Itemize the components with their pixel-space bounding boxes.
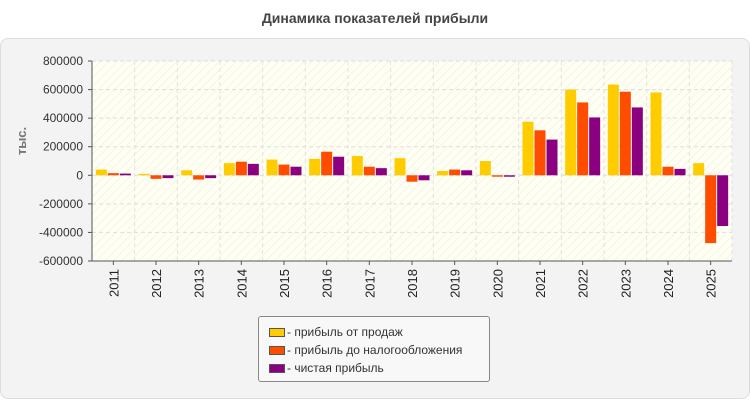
- legend-label-pretax-profit: - прибыль до налогообложения: [287, 343, 463, 357]
- bar: [717, 175, 729, 226]
- bar: [534, 130, 546, 176]
- y-axis-label: тыс.: [14, 127, 29, 155]
- bar: [693, 163, 705, 176]
- bar: [607, 84, 619, 176]
- bar: [119, 173, 131, 176]
- bar: [235, 161, 247, 176]
- y-tick-label: 600000: [43, 83, 83, 97]
- legend-item-pretax-profit: - прибыль до налогообложения: [269, 341, 489, 359]
- bar: [95, 169, 107, 176]
- bar: [437, 171, 449, 176]
- bar: [503, 175, 515, 177]
- x-tick-label: 2018: [405, 269, 420, 298]
- x-tick-label: 2025: [704, 269, 719, 298]
- bars: [95, 84, 729, 244]
- x-tick-label: 2012: [149, 269, 164, 298]
- axes: -600000 -400000 -200000 0 200000 400000 600000…: [39, 54, 732, 298]
- bar: [479, 161, 491, 176]
- bar: [162, 175, 174, 179]
- bar: [631, 107, 643, 176]
- x-tick-label: 2016: [320, 269, 335, 298]
- bar: [333, 156, 345, 176]
- bar: [522, 121, 534, 176]
- bar: [577, 102, 589, 176]
- y-tick-label: 400000: [43, 111, 83, 125]
- bar: [565, 89, 577, 176]
- y-tick-label: -600000: [39, 254, 83, 268]
- bar: [321, 151, 333, 176]
- x-tick-label: 2013: [192, 269, 207, 298]
- bar: [406, 175, 418, 182]
- bar: [351, 156, 363, 176]
- x-tick-label: 2023: [618, 269, 633, 298]
- legend-swatch-net-profit: [269, 363, 285, 373]
- x-tick-label: 2022: [576, 269, 591, 298]
- bar: [278, 164, 290, 176]
- legend-item-sales-profit: - прибыль от продаж: [269, 323, 489, 341]
- x-tick-label: 2014: [234, 269, 249, 298]
- bar: [705, 175, 717, 244]
- chart-title: Динамика показателей прибыли: [261, 10, 489, 26]
- legend-label-sales-profit: - прибыль от продаж: [287, 325, 403, 339]
- y-tick-label: 200000: [43, 140, 83, 154]
- legend-swatch-sales-profit: [269, 327, 285, 337]
- bar: [309, 158, 321, 176]
- bar: [449, 169, 461, 176]
- bar: [290, 166, 302, 176]
- bar: [247, 163, 259, 176]
- bar: [491, 175, 503, 177]
- bar: [662, 166, 674, 176]
- x-tick-label: 2024: [661, 269, 676, 298]
- bar: [546, 139, 558, 176]
- x-tick-label: 2020: [490, 269, 505, 298]
- legend-item-net-profit: - чистая прибыль: [269, 359, 489, 377]
- y-tick-label: 800000: [43, 54, 83, 68]
- x-tick-label: 2017: [362, 269, 377, 298]
- bar: [363, 166, 375, 176]
- bar: [193, 175, 205, 180]
- bar: [205, 175, 217, 179]
- bar: [138, 173, 150, 176]
- x-tick-label: 2015: [277, 269, 292, 298]
- legend: - прибыль от продаж - прибыль до налогоо…: [258, 316, 490, 382]
- legend-label-net-profit: - чистая прибыль: [287, 361, 384, 375]
- bar: [107, 173, 119, 176]
- bar: [223, 163, 235, 176]
- bar: [266, 159, 278, 176]
- bar: [394, 158, 406, 176]
- bar: [150, 175, 162, 179]
- bar: [650, 92, 662, 176]
- bar: [589, 117, 601, 176]
- x-tick-label: 2011: [106, 269, 121, 297]
- x-tick-label: 2019: [448, 269, 463, 298]
- bar: [418, 175, 430, 181]
- x-tick-label: 2021: [533, 269, 548, 298]
- bar: [674, 168, 686, 176]
- y-tick-label: 0: [76, 168, 83, 182]
- bar: [181, 170, 193, 176]
- bar: [461, 170, 473, 176]
- bar: [619, 91, 631, 176]
- bar: [375, 168, 387, 176]
- y-tick-label: -400000: [39, 225, 83, 239]
- y-tick-label: -200000: [39, 197, 83, 211]
- legend-swatch-pretax-profit: [269, 345, 285, 355]
